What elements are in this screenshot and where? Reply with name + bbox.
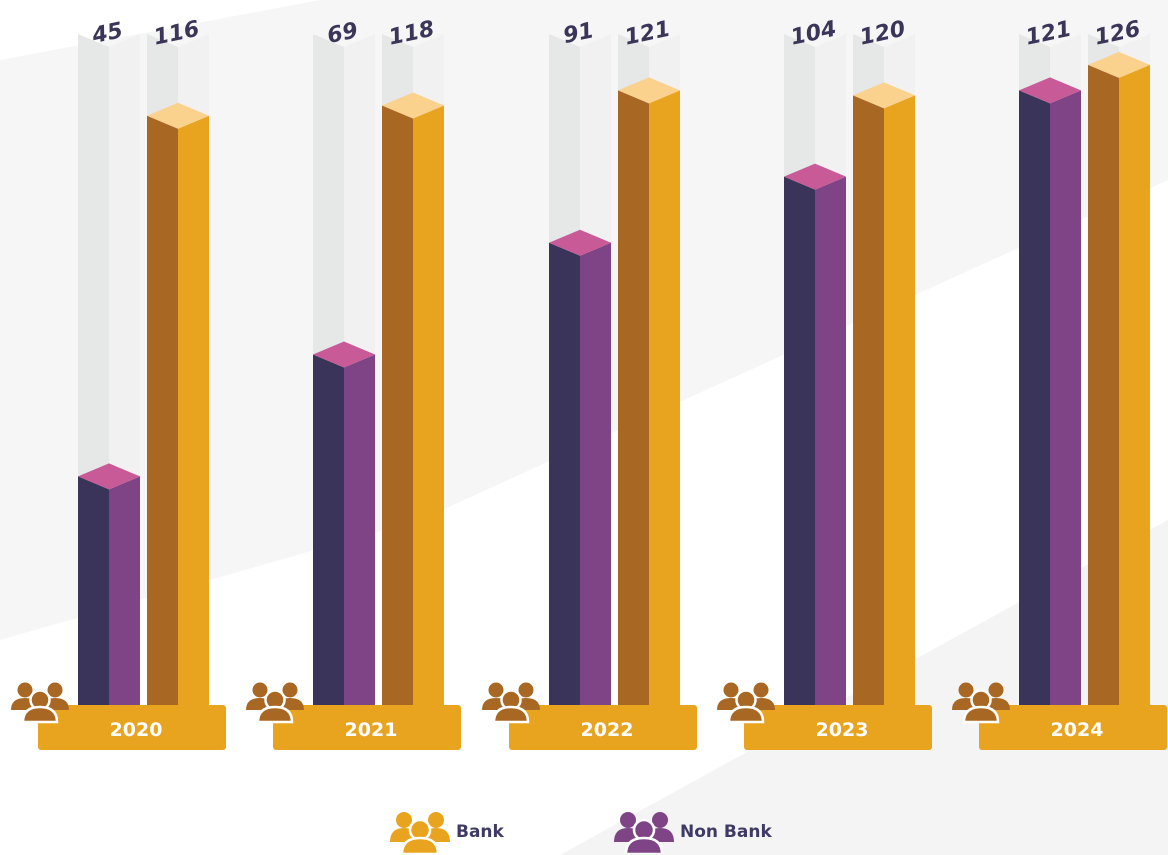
bar-bank-2022 (618, 77, 680, 705)
year-tab (38, 705, 226, 750)
value-label-non-bank-2022: 91 (561, 18, 596, 49)
bar-bank-2024 (1088, 51, 1150, 706)
people-group-icon (11, 682, 69, 724)
bar-non-bank-2024 (1019, 77, 1081, 705)
bar-non-bank-2021 (313, 341, 375, 705)
people-group-icon (952, 682, 1010, 724)
year-label-2024: 2024 (1051, 719, 1104, 741)
legend-item-non-bank: Non Bank (612, 808, 772, 854)
year-label-2022: 2022 (581, 719, 634, 741)
people-group-icon (390, 812, 450, 854)
bar-non-bank-2020 (78, 463, 140, 705)
bar-bank-2021 (382, 92, 444, 705)
year-tab (273, 705, 461, 750)
bar-bank-2023 (853, 82, 915, 705)
year-label-2020: 2020 (110, 719, 163, 741)
year-tab (979, 705, 1167, 750)
people-group-icon (717, 682, 775, 724)
year-tab (509, 705, 697, 750)
people-group-icon (482, 682, 540, 724)
bar-non-bank-2022 (549, 229, 611, 705)
year-tab (744, 705, 932, 750)
people-group-icon (614, 812, 674, 854)
legend-label-bank: Bank (456, 822, 504, 842)
legend-label-non-bank: Non Bank (680, 822, 772, 842)
value-label-non-bank-2021: 69 (325, 18, 360, 49)
people-group-icon (246, 682, 304, 724)
bar-bank-2020 (147, 102, 209, 706)
legend-item-bank: Bank (388, 808, 504, 854)
year-label-2023: 2023 (816, 719, 869, 741)
bar-non-bank-2023 (784, 163, 846, 705)
year-label-2021: 2021 (345, 719, 398, 741)
